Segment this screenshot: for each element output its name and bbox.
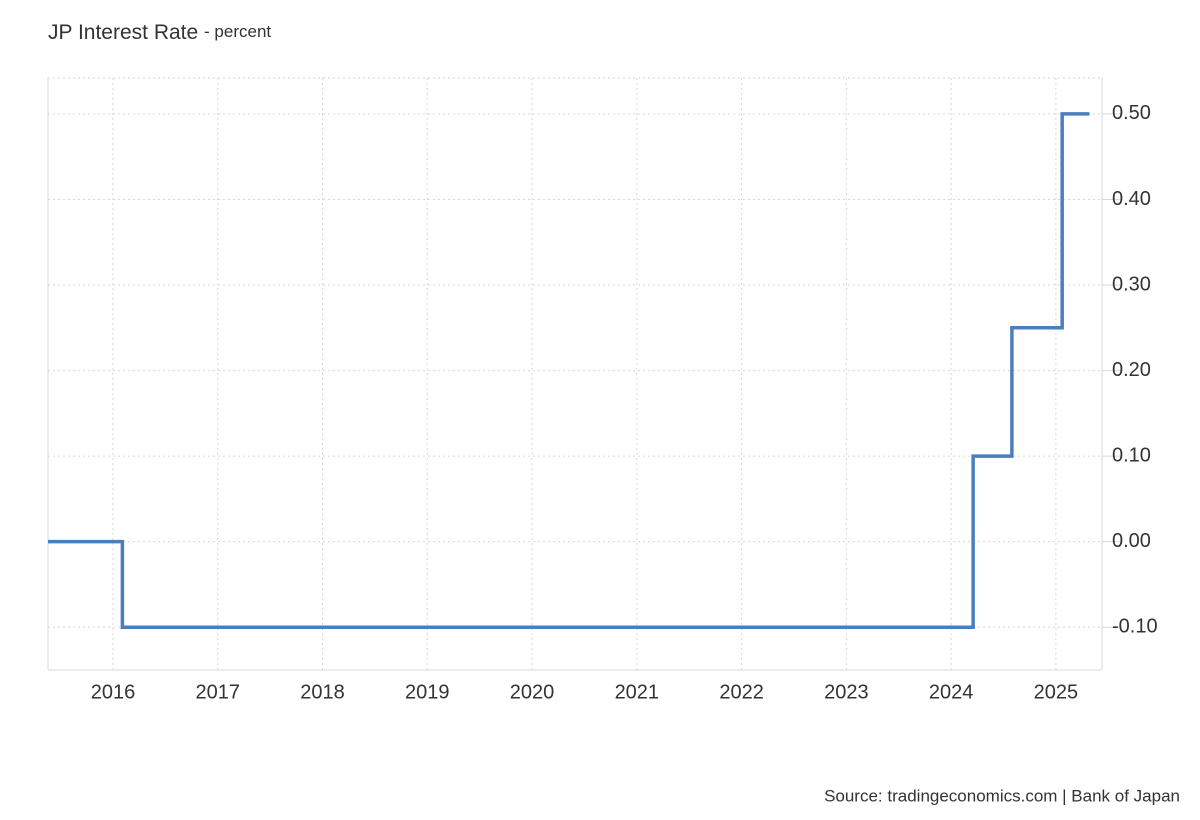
- title: JP Interest Rate: [48, 21, 198, 44]
- x-tick-label: 2024: [929, 681, 974, 703]
- y-tick-label: 0.20: [1112, 359, 1151, 381]
- x-tick-label: 2025: [1034, 681, 1079, 703]
- rate-line: [48, 112, 1090, 629]
- y-tick-label: 0.00: [1112, 530, 1151, 552]
- y-tick-label: 0.40: [1112, 188, 1151, 210]
- x-tick-label: 2018: [300, 681, 345, 703]
- y-tick-label: 0.10: [1112, 444, 1151, 466]
- subtitle: - percent: [204, 22, 271, 41]
- chart-title: JP Interest Rate - percent: [48, 21, 271, 44]
- x-tick-label: 2017: [195, 681, 240, 703]
- y-tick-label: 0.50: [1112, 102, 1151, 124]
- x-tick-label: 2021: [615, 681, 660, 703]
- x-tick-label: 2022: [719, 681, 764, 703]
- x-tick-label: 2016: [91, 681, 136, 703]
- x-tick-label: 2023: [824, 681, 869, 703]
- y-tick-label: -0.10: [1112, 616, 1158, 638]
- x-tick-label: 2019: [405, 681, 450, 703]
- x-tick-label: 2020: [510, 681, 555, 703]
- source: Source: tradingeconomics.com | Bank of J…: [824, 786, 1180, 805]
- y-tick-label: 0.30: [1112, 273, 1151, 295]
